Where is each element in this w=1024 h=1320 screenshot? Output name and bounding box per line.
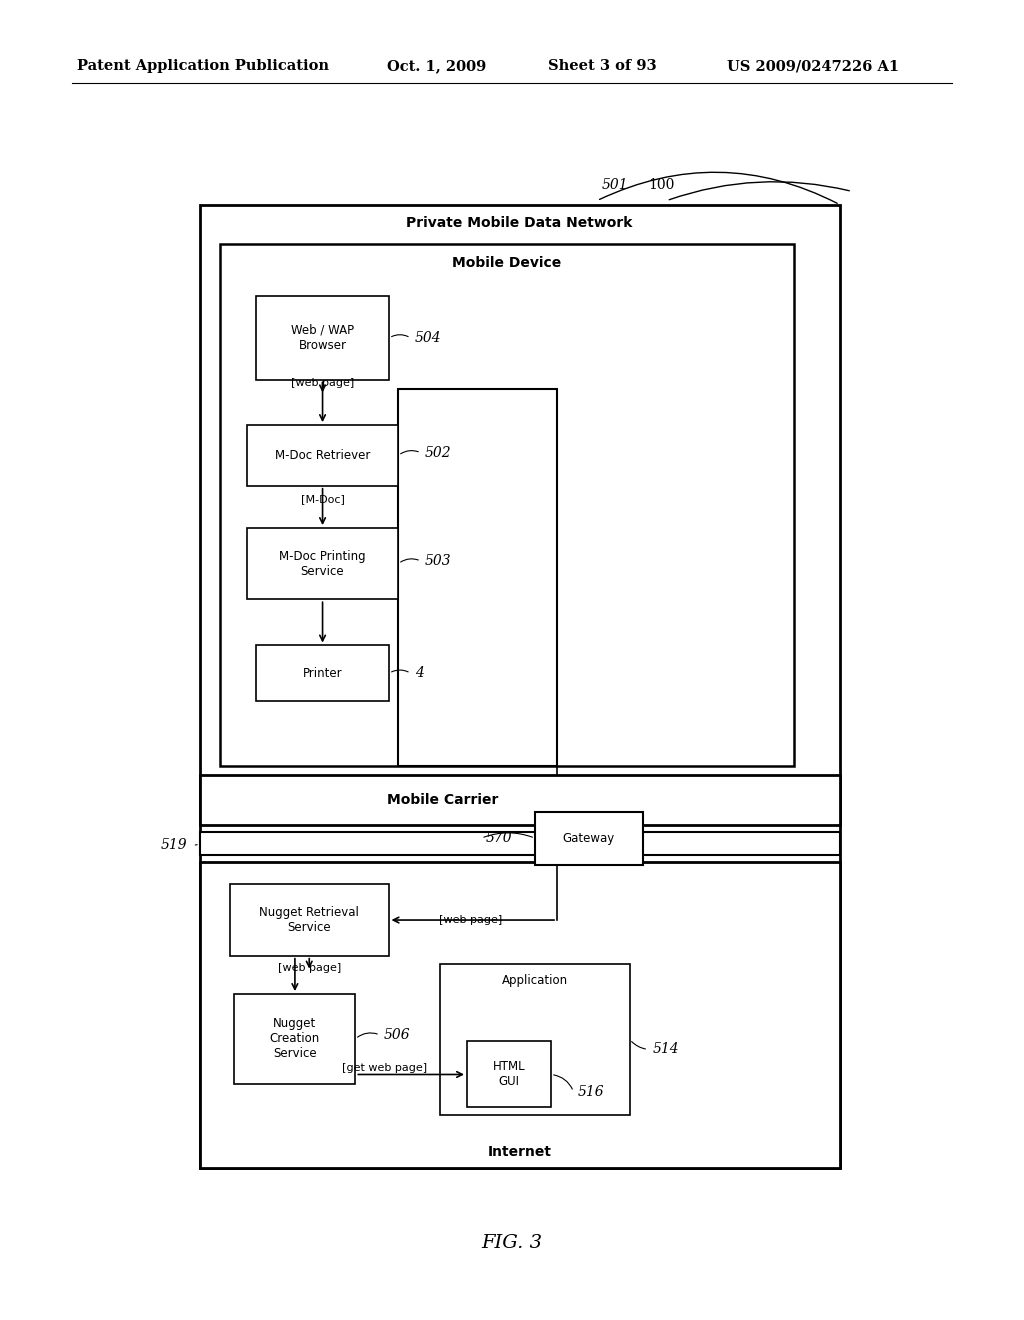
- Text: Application: Application: [502, 974, 568, 987]
- Text: Internet: Internet: [487, 1146, 552, 1159]
- Text: Web / WAP
Browser: Web / WAP Browser: [291, 323, 354, 352]
- Text: 519: 519: [161, 838, 187, 851]
- Text: [web page]: [web page]: [439, 915, 503, 925]
- Text: 506: 506: [384, 1028, 411, 1041]
- Text: 514: 514: [652, 1043, 679, 1056]
- Text: Nugget Retrieval
Service: Nugget Retrieval Service: [259, 906, 359, 935]
- Text: FIG. 3: FIG. 3: [481, 1234, 543, 1253]
- Text: 516: 516: [578, 1085, 604, 1098]
- Text: 503: 503: [425, 554, 452, 568]
- Bar: [200, 832, 840, 855]
- Text: Patent Application Publication: Patent Application Publication: [77, 59, 329, 73]
- Bar: [229, 884, 388, 956]
- Bar: [247, 528, 398, 599]
- Text: US 2009/0247226 A1: US 2009/0247226 A1: [727, 59, 899, 73]
- Bar: [200, 862, 840, 1168]
- Text: Nugget
Creation
Service: Nugget Creation Service: [269, 1018, 321, 1060]
- Bar: [256, 645, 389, 701]
- Text: [web page]: [web page]: [291, 378, 354, 388]
- Bar: [467, 1041, 551, 1107]
- Text: 100: 100: [648, 178, 675, 191]
- Bar: [247, 425, 398, 486]
- Text: Sheet 3 of 93: Sheet 3 of 93: [548, 59, 656, 73]
- Bar: [220, 244, 794, 766]
- Text: [web page]: [web page]: [278, 962, 341, 973]
- Text: 504: 504: [415, 331, 441, 345]
- Text: 4: 4: [415, 667, 424, 680]
- Text: 501: 501: [602, 178, 629, 191]
- Text: HTML
GUI: HTML GUI: [493, 1060, 525, 1089]
- Bar: [200, 205, 840, 1168]
- Bar: [256, 296, 389, 380]
- Text: 570: 570: [485, 832, 512, 845]
- Text: Private Mobile Data Network: Private Mobile Data Network: [407, 216, 633, 230]
- Bar: [440, 964, 630, 1115]
- Text: [get web page]: [get web page]: [342, 1063, 428, 1073]
- Text: Gateway: Gateway: [562, 832, 615, 845]
- Bar: [535, 812, 643, 865]
- Text: M-Doc Printing
Service: M-Doc Printing Service: [280, 549, 366, 578]
- Bar: [234, 994, 355, 1084]
- Text: Mobile Device: Mobile Device: [453, 256, 561, 269]
- Text: Printer: Printer: [303, 667, 342, 680]
- Bar: [398, 389, 557, 766]
- Text: M-Doc Retriever: M-Doc Retriever: [274, 449, 371, 462]
- Bar: [200, 775, 840, 825]
- Text: Mobile Carrier: Mobile Carrier: [387, 793, 499, 807]
- Text: [M-Doc]: [M-Doc]: [301, 494, 344, 504]
- Text: Oct. 1, 2009: Oct. 1, 2009: [387, 59, 486, 73]
- Text: 502: 502: [425, 446, 452, 459]
